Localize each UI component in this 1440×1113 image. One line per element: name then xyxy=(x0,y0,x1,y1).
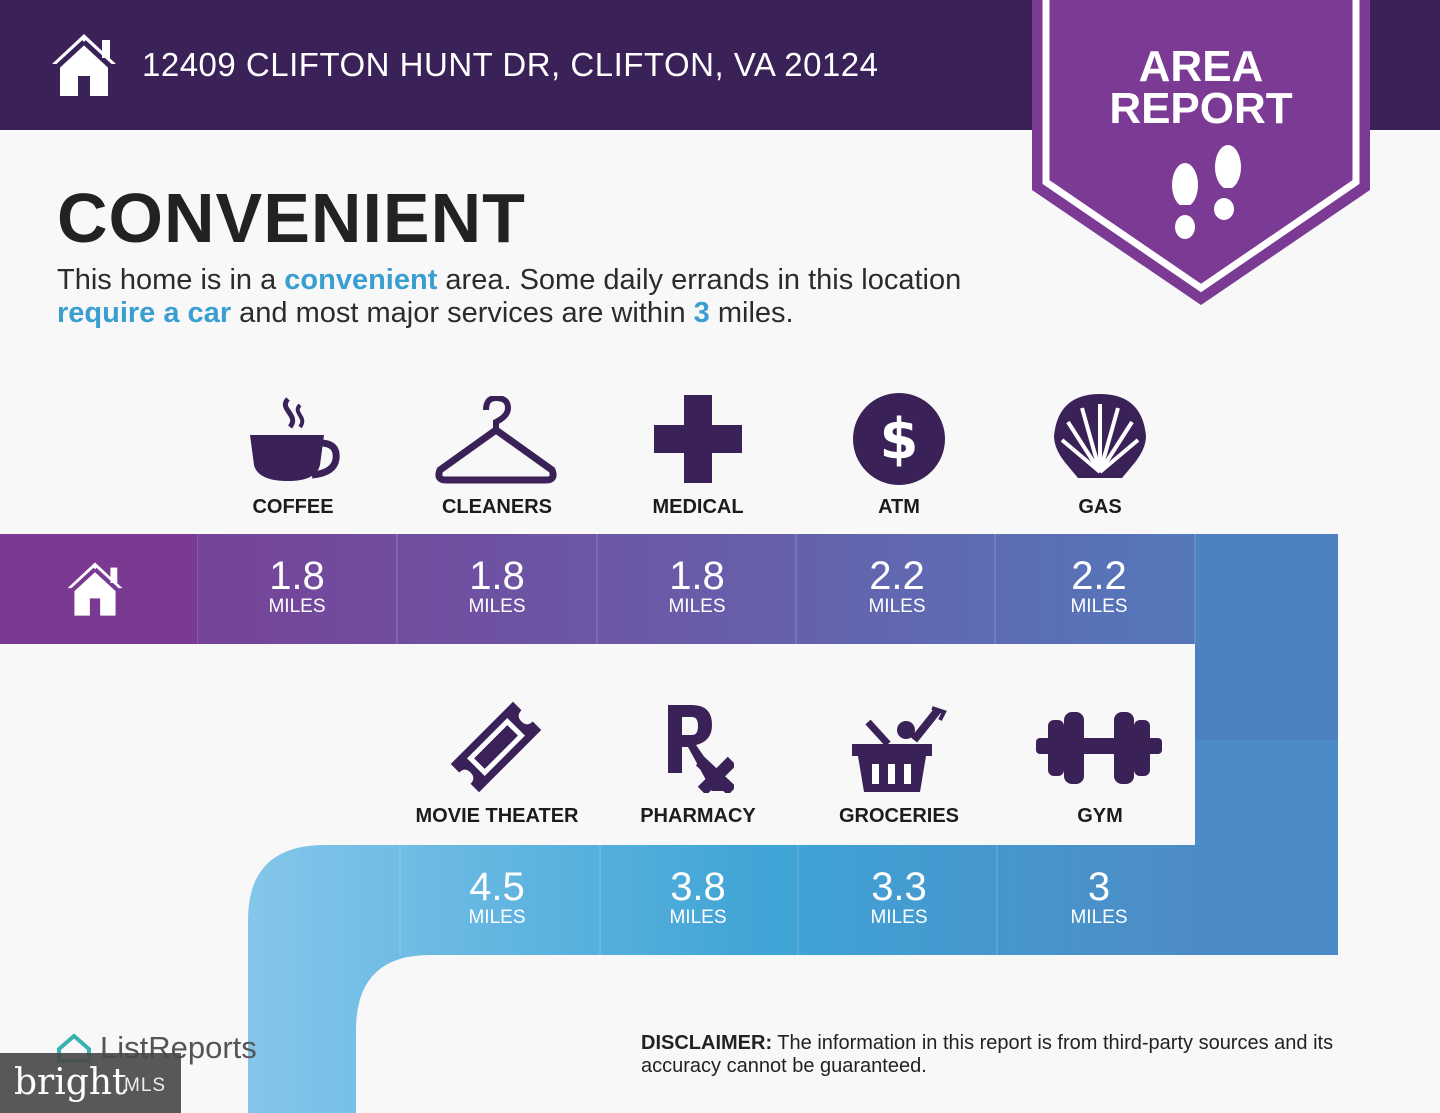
distance-cell-gym: 3 MILES xyxy=(999,845,1199,955)
home-start-icon xyxy=(67,562,123,616)
distance-unit: MILES xyxy=(668,596,726,617)
service-label-atm: ATM xyxy=(878,496,920,518)
distance-cell-medical: 1.8 MILES xyxy=(597,534,797,644)
service-label-coffee: COFFEE xyxy=(252,496,334,518)
distance-value: 1.8 xyxy=(469,554,525,598)
area-report-badge xyxy=(1032,0,1370,305)
distance-value: 3.3 xyxy=(871,865,927,909)
distance-unit: MILES xyxy=(468,907,526,928)
distance-cell-atm: 2.2 MILES xyxy=(797,534,997,644)
footprints-icon xyxy=(1168,145,1244,239)
disclaimer: DISCLAIMER: The information in this repo… xyxy=(641,1032,1401,1078)
distance-cell-groceries: 3.3 MILES xyxy=(799,845,999,955)
badge-title-line2: REPORT xyxy=(1109,84,1293,133)
highlight-convenient: convenient xyxy=(284,264,438,296)
distance-cell-movie-theater: 4.5 MILES xyxy=(397,845,597,955)
area-report-title: AREA REPORT xyxy=(1032,42,1370,133)
highlight-require-car: require a car xyxy=(57,297,232,329)
service-label-medical: MEDICAL xyxy=(652,496,744,518)
service-label-cleaners: CLEANERS xyxy=(441,496,552,518)
distance-unit: MILES xyxy=(868,596,926,617)
distance-cell-gas: 2.2 MILES xyxy=(999,534,1199,644)
distance-value: 2.2 xyxy=(869,554,925,598)
distance-value: 1.8 xyxy=(669,554,725,598)
service-label-movie-theater: MOVIE THEATER xyxy=(415,805,579,827)
distance-value: 3.8 xyxy=(670,865,726,909)
distance-value: 1.8 xyxy=(269,554,325,598)
dumbbell-icon xyxy=(1036,712,1162,784)
distance-cell-pharmacy: 3.8 MILES xyxy=(598,845,798,955)
distance-value: 4.5 xyxy=(469,865,525,909)
grocery-basket-icon xyxy=(852,706,947,792)
distance-unit: MILES xyxy=(468,596,526,617)
distance-value: 3 xyxy=(1087,865,1111,909)
distance-unit: MILES xyxy=(669,907,727,928)
disclaimer-text: The information in this report is from t… xyxy=(641,1032,1334,1077)
service-label-gym: GYM xyxy=(1077,805,1123,827)
badge-title-line1: AREA xyxy=(1138,42,1264,91)
dollar-coin-icon: $ xyxy=(853,393,945,485)
distance-cell-coffee: 1.8 MILES xyxy=(197,534,397,644)
disclaimer-label: DISCLAIMER: xyxy=(641,1032,773,1054)
distance-value: 2.2 xyxy=(1071,554,1127,598)
svg-text:$: $ xyxy=(880,407,919,472)
highlight-distance: 3 xyxy=(693,297,710,329)
distance-cell-cleaners: 1.8 MILES xyxy=(397,534,597,644)
distance-unit: MILES xyxy=(1070,907,1128,928)
distance-unit: MILES xyxy=(1070,596,1128,617)
service-label-gas: GAS xyxy=(1078,496,1122,518)
service-label-groceries: GROCERIES xyxy=(838,805,960,827)
medical-cross-icon xyxy=(654,395,742,483)
ticket-icon xyxy=(450,701,542,793)
distance-unit: MILES xyxy=(268,596,326,617)
coffee-cup-icon xyxy=(250,397,340,481)
rx-icon xyxy=(668,705,734,793)
watermark-word: bright xyxy=(14,1062,127,1103)
hanger-icon xyxy=(435,396,557,484)
property-address: 12409 CLIFTON HUNT DR, CLIFTON, VA 20124 xyxy=(142,46,879,83)
summary-text: This home is in a convenient area. Some … xyxy=(57,264,962,329)
watermark-suffix: MLS xyxy=(124,1075,167,1096)
bright-mls-watermark xyxy=(0,1053,181,1113)
shell-icon xyxy=(1054,394,1146,478)
service-label-pharmacy: PHARMACY xyxy=(640,805,756,827)
home-icon xyxy=(52,34,116,96)
page-title: CONVENIENT xyxy=(57,179,526,257)
distance-unit: MILES xyxy=(870,907,928,928)
